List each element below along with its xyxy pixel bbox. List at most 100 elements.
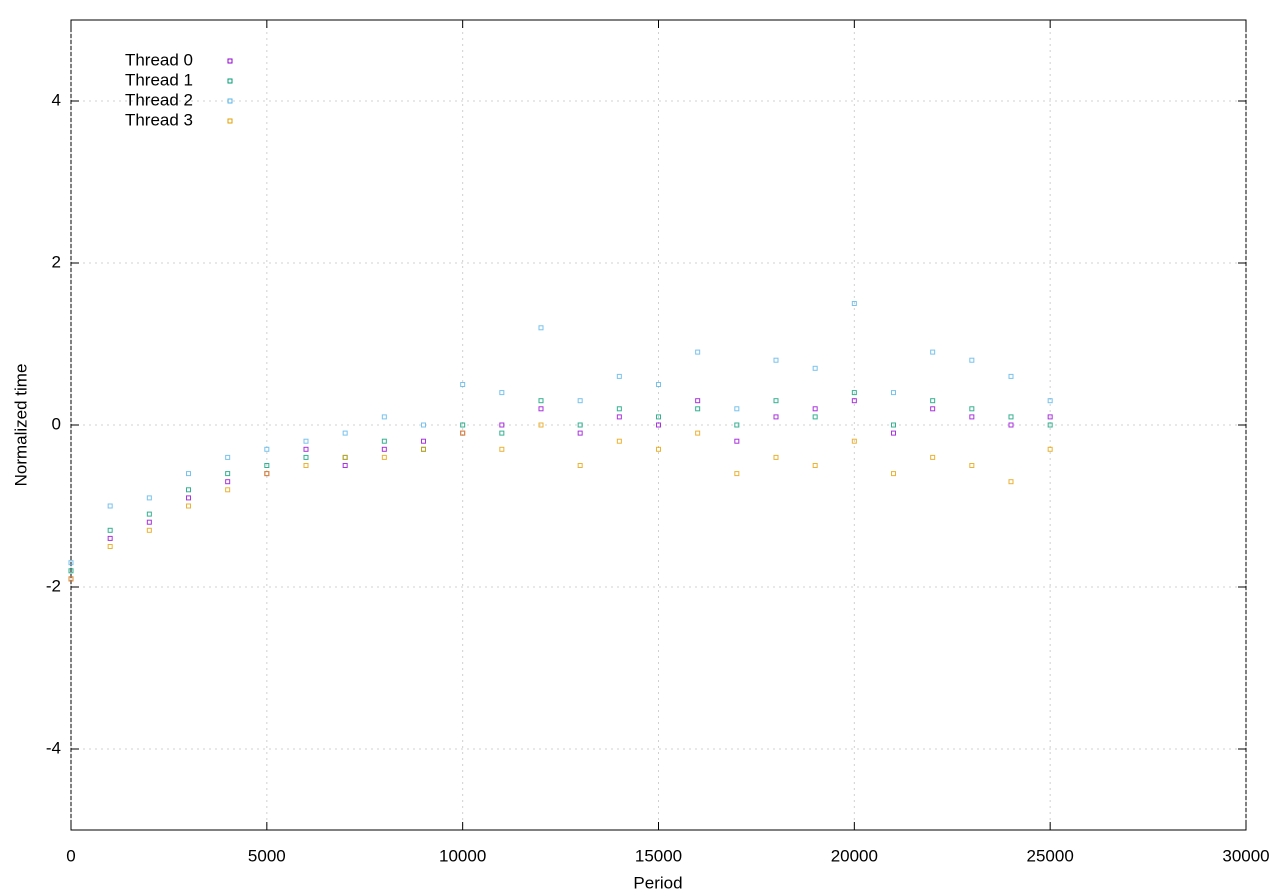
point <box>460 382 466 387</box>
point <box>969 414 975 420</box>
point <box>264 463 270 468</box>
point <box>538 406 544 412</box>
point <box>538 422 544 428</box>
y-tick-label: 4 <box>52 90 61 109</box>
point <box>381 454 387 460</box>
point <box>146 527 152 533</box>
point <box>303 438 309 444</box>
point <box>1008 414 1014 420</box>
x-tick-label: 0 <box>66 846 75 865</box>
point <box>381 438 387 444</box>
point <box>303 454 309 460</box>
point <box>303 463 309 468</box>
y-tick-label: -4 <box>46 738 61 757</box>
point <box>773 357 779 363</box>
point <box>656 446 661 452</box>
point <box>68 576 74 582</box>
point <box>342 463 348 468</box>
point <box>225 454 231 460</box>
point <box>969 357 975 363</box>
point <box>734 438 740 444</box>
point <box>616 406 622 412</box>
point <box>616 414 622 420</box>
point <box>186 471 191 477</box>
point <box>891 430 896 436</box>
legend-label: Thread 2 <box>125 90 193 109</box>
point <box>695 430 701 436</box>
point <box>499 390 505 396</box>
y-axis-label: Normalized time <box>11 364 30 487</box>
point <box>107 527 113 533</box>
point <box>734 422 740 428</box>
point <box>499 422 505 428</box>
x-axis-label: Period <box>633 873 682 892</box>
point <box>577 422 583 428</box>
point <box>891 422 896 428</box>
point <box>851 398 857 404</box>
point <box>851 390 857 396</box>
point <box>1047 398 1053 404</box>
point <box>1008 422 1014 428</box>
point <box>303 446 309 452</box>
point <box>186 503 191 509</box>
point <box>1047 446 1053 452</box>
point <box>930 398 936 404</box>
point <box>930 406 936 412</box>
point <box>1047 414 1053 420</box>
point <box>734 471 740 477</box>
point <box>930 349 936 355</box>
point <box>1008 373 1014 379</box>
point <box>68 568 74 574</box>
point <box>1008 479 1014 485</box>
y-tick-label: -2 <box>46 576 61 595</box>
point <box>186 495 191 501</box>
point <box>891 390 896 396</box>
point <box>107 535 113 541</box>
point <box>812 414 818 420</box>
point <box>577 430 583 436</box>
point <box>851 438 857 444</box>
point <box>421 446 426 452</box>
point <box>342 430 348 436</box>
point <box>264 471 270 477</box>
point <box>538 398 544 404</box>
x-tick-label: 5000 <box>248 846 286 865</box>
point <box>146 519 152 525</box>
point <box>186 487 191 493</box>
point <box>812 463 818 468</box>
point <box>68 560 74 566</box>
point <box>851 301 857 306</box>
legend-label: Thread 1 <box>125 70 193 89</box>
point <box>695 349 701 355</box>
legend-swatch <box>227 78 233 84</box>
point <box>969 463 975 468</box>
point <box>695 398 701 404</box>
point <box>421 438 426 444</box>
point <box>656 382 661 387</box>
point <box>616 438 622 444</box>
point <box>969 406 975 412</box>
point <box>342 454 348 460</box>
point <box>264 446 270 452</box>
point <box>107 503 113 509</box>
point <box>656 422 661 428</box>
point <box>264 471 270 477</box>
point <box>460 422 466 428</box>
point <box>421 422 426 428</box>
point <box>538 325 544 331</box>
point <box>146 495 152 501</box>
x-tick-label: 30000 <box>1222 846 1269 865</box>
point <box>107 544 113 549</box>
point <box>773 454 779 460</box>
legend-swatch <box>227 118 233 124</box>
point <box>225 471 231 477</box>
point <box>891 471 896 477</box>
point <box>225 487 231 493</box>
point <box>381 446 387 452</box>
point <box>146 511 152 517</box>
point <box>460 430 466 436</box>
point <box>421 446 426 452</box>
point <box>930 454 936 460</box>
point <box>656 414 661 420</box>
x-tick-label: 20000 <box>831 846 878 865</box>
